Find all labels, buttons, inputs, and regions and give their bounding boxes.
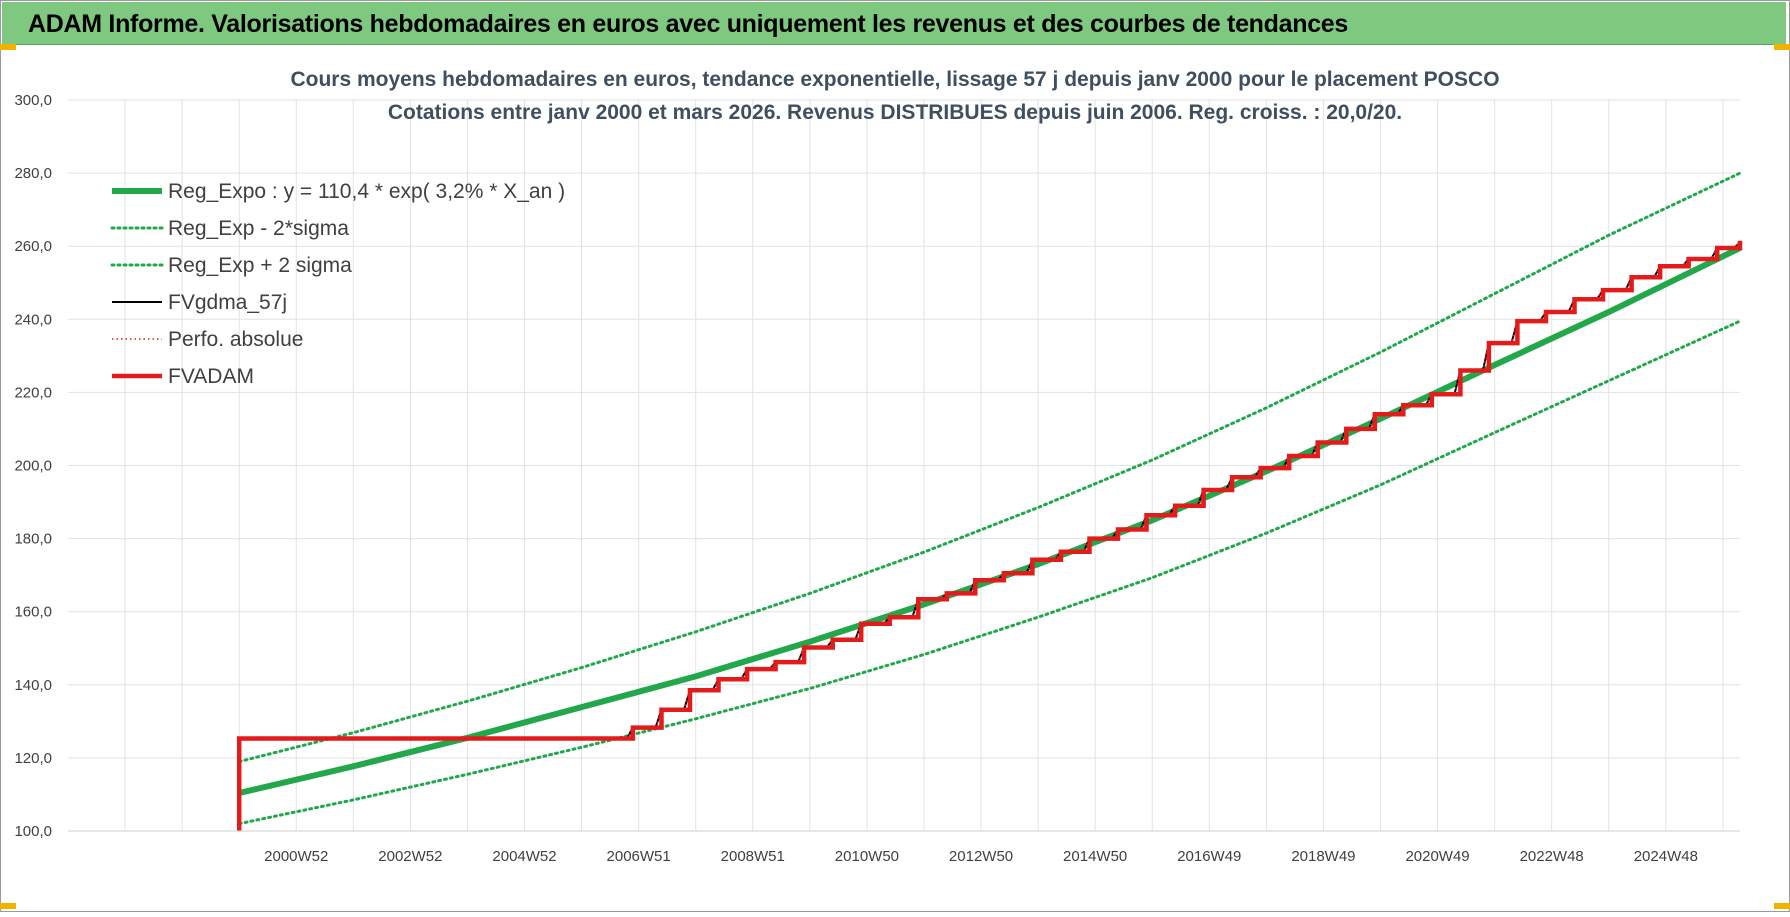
y-tick-label: 260,0 xyxy=(14,238,52,255)
series-group xyxy=(236,171,1743,831)
legend-label: Reg_Expo : y = 110,4 * exp( 3,2% * X_an … xyxy=(168,180,565,203)
chart-subtitle: Cotations entre janv 2000 et mars 2026. … xyxy=(388,101,1402,124)
y-tick-label: 100,0 xyxy=(14,823,52,840)
y-tick-label: 300,0 xyxy=(14,92,52,109)
line-chart: 300,0 280,0 260,0 240,0 220,0 200,0 180,0 160,0… xyxy=(14,68,1743,865)
x-tick-label: 2012W50 xyxy=(949,848,1013,865)
y-tick-label: 220,0 xyxy=(14,384,52,401)
header-banner: ADAM Informe. Valorisations hebdomadaire… xyxy=(2,2,1786,45)
grid xyxy=(68,99,1740,832)
page-title: ADAM Informe. Valorisations hebdomadaire… xyxy=(28,10,1349,38)
legend-label: FVgdma_57j xyxy=(168,291,287,314)
y-tick-label: 280,0 xyxy=(14,165,52,182)
axes: 300,0 280,0 260,0 240,0 220,0 200,0 180,0 160,0… xyxy=(14,92,1740,865)
x-tick-label: 2020W49 xyxy=(1405,848,1469,865)
corner-marker xyxy=(1774,903,1790,909)
legend-label: Reg_Exp - 2*sigma xyxy=(168,217,349,240)
y-tick-label: 140,0 xyxy=(14,677,52,694)
y-tick-label: 200,0 xyxy=(14,458,52,475)
y-tick-label: 160,0 xyxy=(14,604,52,621)
legend-label: FVADAM xyxy=(168,365,254,388)
y-tick-label: 120,0 xyxy=(14,750,52,767)
series-line-reg-expo-y-110-4-exp-3-2-x-an- xyxy=(238,245,1742,796)
chart-title: Cours moyens hebdomadaires en euros, ten… xyxy=(290,68,1499,91)
series-line-perfo-absolue xyxy=(239,241,1741,741)
x-tick-label: 2000W52 xyxy=(264,848,328,865)
x-tick-label: 2016W49 xyxy=(1177,848,1241,865)
x-tick-label: 2022W48 xyxy=(1520,848,1584,865)
series-line-fvgdma-57j xyxy=(239,241,1741,741)
x-tick-label: 2018W49 xyxy=(1291,848,1355,865)
legend-label: Perfo. absolue xyxy=(168,328,303,351)
x-tick-label: 2006W51 xyxy=(607,848,671,865)
series-line-reg-exp-2-sigma xyxy=(237,319,1742,826)
x-tick-label: 2024W48 xyxy=(1634,848,1698,865)
x-tick-label: 2010W50 xyxy=(835,848,899,865)
x-tick-label: 2004W52 xyxy=(492,848,556,865)
x-tick-label: 2008W51 xyxy=(721,848,785,865)
corner-marker xyxy=(0,903,16,909)
corner-marker xyxy=(0,44,16,50)
x-tick-label: 2014W50 xyxy=(1063,848,1127,865)
chart-area: 300,0 280,0 260,0 240,0 220,0 200,0 180,0 160,0… xyxy=(0,48,1790,912)
x-tick-label: 2002W52 xyxy=(378,848,442,865)
legend-label: Reg_Exp + 2 sigma xyxy=(168,254,352,277)
corner-marker xyxy=(1774,44,1790,50)
legend: Reg_Expo : y = 110,4 * exp( 3,2% * X_an … xyxy=(110,180,565,388)
series-line-reg-exp-2-sigma xyxy=(237,171,1742,764)
y-tick-label: 180,0 xyxy=(14,531,52,548)
y-tick-label: 240,0 xyxy=(14,311,52,328)
